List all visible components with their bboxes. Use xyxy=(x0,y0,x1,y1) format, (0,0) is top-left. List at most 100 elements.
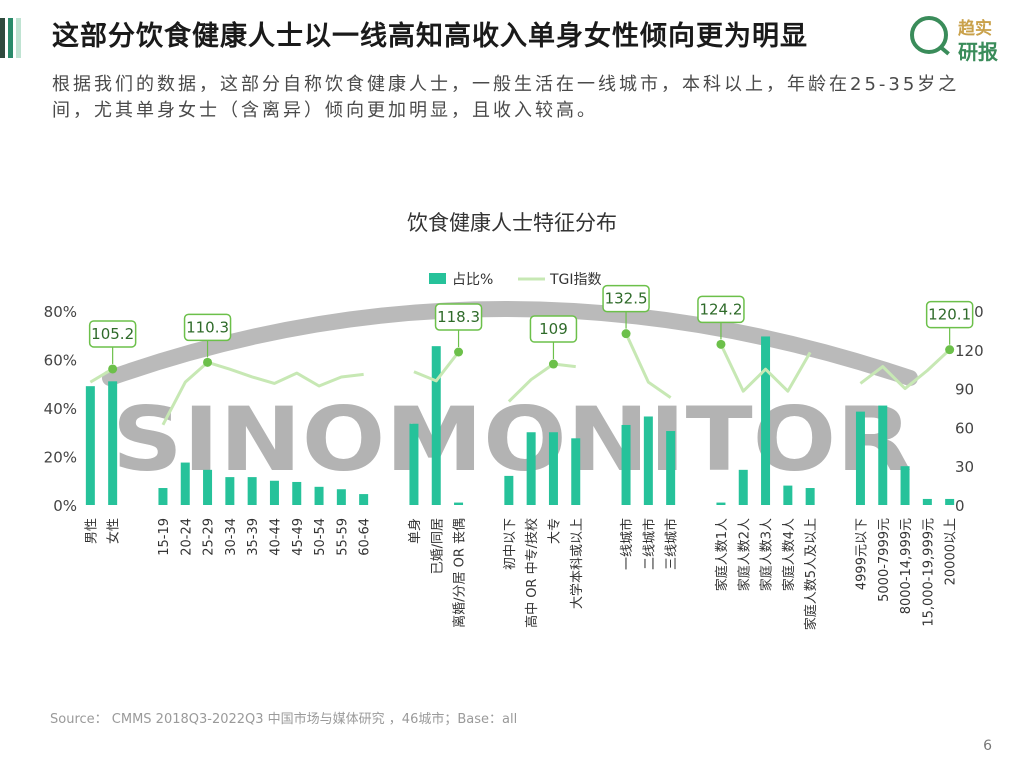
y-left-tick-label: 20% xyxy=(44,449,77,467)
x-category-label: 二线城市 xyxy=(641,518,657,570)
y-left-tick-label: 60% xyxy=(44,352,77,370)
bar-share xyxy=(805,488,815,505)
bar-share xyxy=(85,386,95,505)
x-category-label: 大专 xyxy=(547,518,562,544)
accent-bar-light xyxy=(16,18,21,58)
tgi-callout-label: 109 xyxy=(539,320,568,338)
tgi-point xyxy=(203,357,213,367)
chart-title: 饮食健康人士特征分布 xyxy=(407,211,617,235)
x-category-label: 家庭人数2人 xyxy=(736,518,752,591)
y-left-tick-label: 80% xyxy=(44,303,77,321)
x-category-label: 15-19 xyxy=(157,518,172,556)
x-category-label: 家庭人数3人 xyxy=(759,518,775,591)
x-category-label: 20000以上 xyxy=(944,518,959,585)
x-category-label: 初中以下 xyxy=(503,518,518,570)
bar-share xyxy=(643,416,653,505)
x-category-label: 男性 xyxy=(84,518,99,544)
accent-bar-mid xyxy=(8,18,13,58)
bar-share xyxy=(526,432,536,505)
tgi-point xyxy=(716,339,726,349)
bar-share xyxy=(878,405,888,505)
bar-share xyxy=(203,469,213,505)
watermark-text: SINOMONITOR xyxy=(112,388,912,491)
bar-share xyxy=(738,469,748,505)
bar-share xyxy=(292,481,302,505)
tgi-callout-label: 132.5 xyxy=(605,290,648,308)
bar-share xyxy=(269,480,279,505)
y-right-tick-label: 90 xyxy=(955,381,974,399)
x-category-label: 离婚/分居 OR 丧偶 xyxy=(452,518,468,628)
y-right-tick-label: 60 xyxy=(955,419,974,437)
bar-share xyxy=(409,423,419,505)
y-right-tick-label: 120 xyxy=(955,342,984,360)
x-category-label: 60-64 xyxy=(358,518,373,556)
bar-share xyxy=(761,336,771,505)
tgi-line xyxy=(719,343,812,393)
x-category-label: 20-24 xyxy=(179,518,194,556)
y-left-tick-label: 0% xyxy=(53,497,77,515)
brand-logo: 趋实 研报 xyxy=(910,10,1010,64)
x-category-label: 40-44 xyxy=(268,518,283,556)
tgi-point xyxy=(945,345,955,355)
bar-share xyxy=(900,466,910,505)
tgi-line xyxy=(507,362,576,403)
y-right-tick-label: 30 xyxy=(955,458,974,476)
legend-label-tgi: TGI指数 xyxy=(549,272,602,288)
bar-share xyxy=(247,477,257,505)
tgi-line xyxy=(161,360,364,426)
logo-text-bottom: 研报 xyxy=(958,40,998,64)
tgi-callout-label: 120.1 xyxy=(928,306,971,324)
bar-share xyxy=(945,498,955,505)
y-right-tick-label: 0 xyxy=(955,497,965,515)
x-category-label: 45-49 xyxy=(291,518,306,556)
tgi-line xyxy=(859,348,951,391)
tgi-callout-label: 118.3 xyxy=(437,308,480,326)
tgi-point xyxy=(108,364,118,374)
bar-share xyxy=(922,498,932,505)
x-category-label: 25-29 xyxy=(202,518,217,556)
bar-share xyxy=(454,502,464,505)
tgi-callout-label: 105.2 xyxy=(91,325,134,343)
tgi-point xyxy=(621,329,631,339)
x-category-label: 15,000-19,999元 xyxy=(921,518,936,627)
page-number: 6 xyxy=(983,738,992,754)
bar-share xyxy=(716,502,726,505)
x-category-label: 家庭人数5人及以上 xyxy=(803,518,819,630)
tgi-line xyxy=(413,351,460,383)
legend-swatch-share xyxy=(429,273,446,284)
x-category-label: 高中 OR 中专/技校 xyxy=(524,518,540,628)
bar-share xyxy=(359,494,369,505)
x-category-label: 5000-7999元 xyxy=(877,518,892,602)
x-category-label: 4999元以下 xyxy=(854,518,869,590)
logo-text-top: 趋实 xyxy=(958,19,992,39)
bar-share xyxy=(621,424,631,505)
tgi-point xyxy=(548,359,558,369)
bar-share xyxy=(548,432,558,505)
x-category-label: 家庭人数4人 xyxy=(781,518,797,591)
legend-label-share: 占比% xyxy=(452,272,493,288)
bar-share xyxy=(336,489,346,505)
bar-share xyxy=(158,488,168,505)
magnifier-icon xyxy=(910,16,948,54)
x-category-label: 女性 xyxy=(106,518,122,544)
bar-share xyxy=(180,462,190,505)
bar-share xyxy=(225,477,235,505)
x-category-label: 已婚/同居 xyxy=(430,518,445,574)
bar-share xyxy=(504,475,514,505)
y-left-tick-label: 40% xyxy=(44,400,77,418)
accent-bar-dark xyxy=(0,18,5,58)
x-category-label: 35-39 xyxy=(246,518,261,556)
x-category-label: 50-54 xyxy=(313,518,328,556)
x-category-label: 单身 xyxy=(407,518,423,544)
x-category-label: 8000-14,999元 xyxy=(899,518,914,614)
tgi-callout-label: 110.3 xyxy=(186,318,229,336)
bar-share xyxy=(314,486,324,505)
bar-share xyxy=(783,485,793,505)
tgi-line xyxy=(624,333,672,399)
x-category-label: 三线城市 xyxy=(664,518,680,570)
page-title: 这部分饮食健康人士以一线高知高收入单身女性倾向更为明显 xyxy=(52,21,808,52)
tgi-callout-label: 124.2 xyxy=(699,300,742,318)
source-note: Source： CMMS 2018Q3-2022Q3 中国市场与媒体研究 ，46… xyxy=(50,712,518,727)
x-category-label: 30-34 xyxy=(224,518,239,556)
